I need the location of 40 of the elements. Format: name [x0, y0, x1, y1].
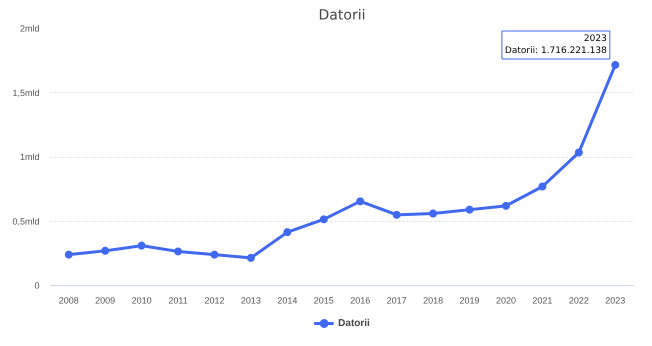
point	[246, 254, 255, 262]
point	[429, 210, 438, 218]
point	[174, 247, 182, 256]
point	[538, 182, 546, 191]
x-tick-label: 2010	[132, 296, 152, 306]
x-tick-label: 2009	[95, 296, 116, 306]
point	[138, 242, 146, 250]
x-tick-label: 2015	[314, 296, 334, 306]
x-tick-label: 2012	[204, 296, 224, 306]
x-tick-label: 2018	[423, 296, 444, 306]
point	[502, 202, 510, 210]
x-tick-label: 2021	[532, 296, 552, 306]
x-tick-label: 2011	[168, 296, 188, 306]
x-tick-label: 2017	[386, 296, 407, 306]
x-tick-label: 2022	[568, 296, 589, 306]
annotation: 2023 Datorii: 1.716.221.138	[504, 34, 608, 56]
point	[356, 197, 364, 206]
point	[466, 206, 474, 214]
chart-title: Datorii	[318, 8, 366, 24]
y-tick-label: 1,5mld	[12, 88, 40, 98]
point	[283, 228, 292, 236]
point	[101, 246, 110, 255]
point	[64, 250, 73, 259]
point	[574, 148, 583, 156]
point	[210, 250, 218, 259]
x-tick-label: 2008	[58, 296, 79, 306]
x-tick-label: 2020	[496, 296, 516, 306]
x-tick-label: 2019	[460, 296, 480, 306]
x-tick-label: 2013	[240, 296, 261, 306]
legend-label: Datorii	[338, 318, 370, 328]
y-tick-label: 0,5mld	[12, 216, 40, 226]
y-tick-label: 1mld	[20, 152, 40, 162]
x-tick-label: 2014	[277, 296, 298, 306]
x-tick-label: 2016	[350, 296, 370, 306]
point	[320, 215, 328, 224]
point	[392, 210, 401, 219]
point	[611, 60, 620, 69]
y-tick-label: 0	[34, 280, 40, 290]
x-tick-label: 2023	[605, 296, 626, 306]
y-tick-label: 2mld	[20, 24, 40, 34]
